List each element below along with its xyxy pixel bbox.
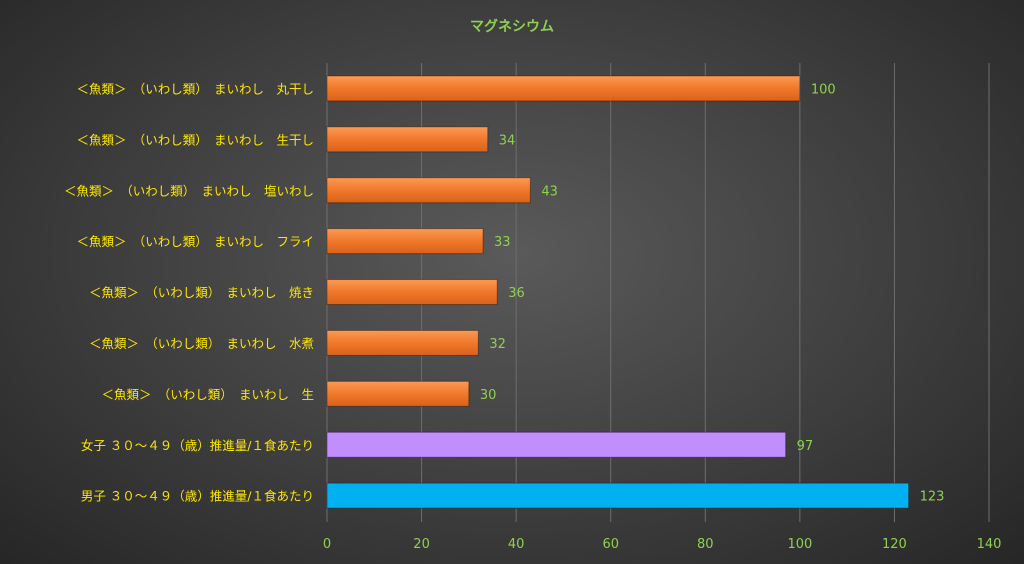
x-tick-label: 120: [882, 537, 907, 552]
category-label: 女子 ３０～４９（歳）推進量/１食あたり: [81, 438, 314, 453]
category-label: ＜魚類＞ （いわし類） まいわし 丸干し: [76, 81, 314, 96]
bar: [326, 482, 910, 509]
bars: [326, 75, 910, 509]
category-label: ＜魚類＞ （いわし類） まいわし 生干し: [76, 132, 314, 147]
data-label: 34: [499, 133, 516, 148]
bar: [326, 75, 801, 102]
x-tick-label: 0: [323, 537, 331, 552]
labels: 0 20 40 60 80 100 120 140 ＜魚類＞ （いわし類） まいわし 丸干し 10…: [64, 81, 1001, 552]
data-label: 43: [541, 184, 558, 199]
x-tick-label: 100: [787, 537, 812, 552]
x-tick-label: 80: [697, 537, 714, 552]
x-tick-label: 60: [602, 537, 619, 552]
bar: [326, 279, 498, 306]
bar: [326, 228, 484, 255]
category-label: 男子 ３０～４９（歳）推進量/１食あたり: [81, 489, 314, 504]
bar: [326, 431, 787, 458]
data-label: 123: [920, 490, 945, 505]
data-label: 36: [508, 286, 525, 301]
bar: [326, 126, 489, 153]
x-tick-label: 140: [977, 537, 1002, 552]
x-tick-label: 20: [413, 537, 430, 552]
bar: [326, 380, 470, 407]
bar: [326, 329, 479, 356]
data-label: 30: [480, 388, 497, 403]
data-label: 32: [489, 337, 506, 352]
x-tick-label: 40: [508, 537, 525, 552]
category-label: ＜魚類＞ （いわし類） まいわし フライ: [76, 234, 314, 249]
category-label: ＜魚類＞ （いわし類） まいわし 水煮: [89, 336, 314, 351]
data-label: 97: [797, 439, 814, 454]
category-label: ＜魚類＞ （いわし類） まいわし 生: [101, 387, 314, 402]
chart-title: マグネシウム: [470, 18, 554, 35]
data-label: 100: [811, 82, 836, 97]
category-label: ＜魚類＞ （いわし類） まいわし 塩いわし: [64, 183, 314, 198]
data-label: 33: [494, 235, 511, 250]
category-label: ＜魚類＞ （いわし類） まいわし 焼き: [89, 285, 314, 300]
bar: [326, 177, 531, 204]
